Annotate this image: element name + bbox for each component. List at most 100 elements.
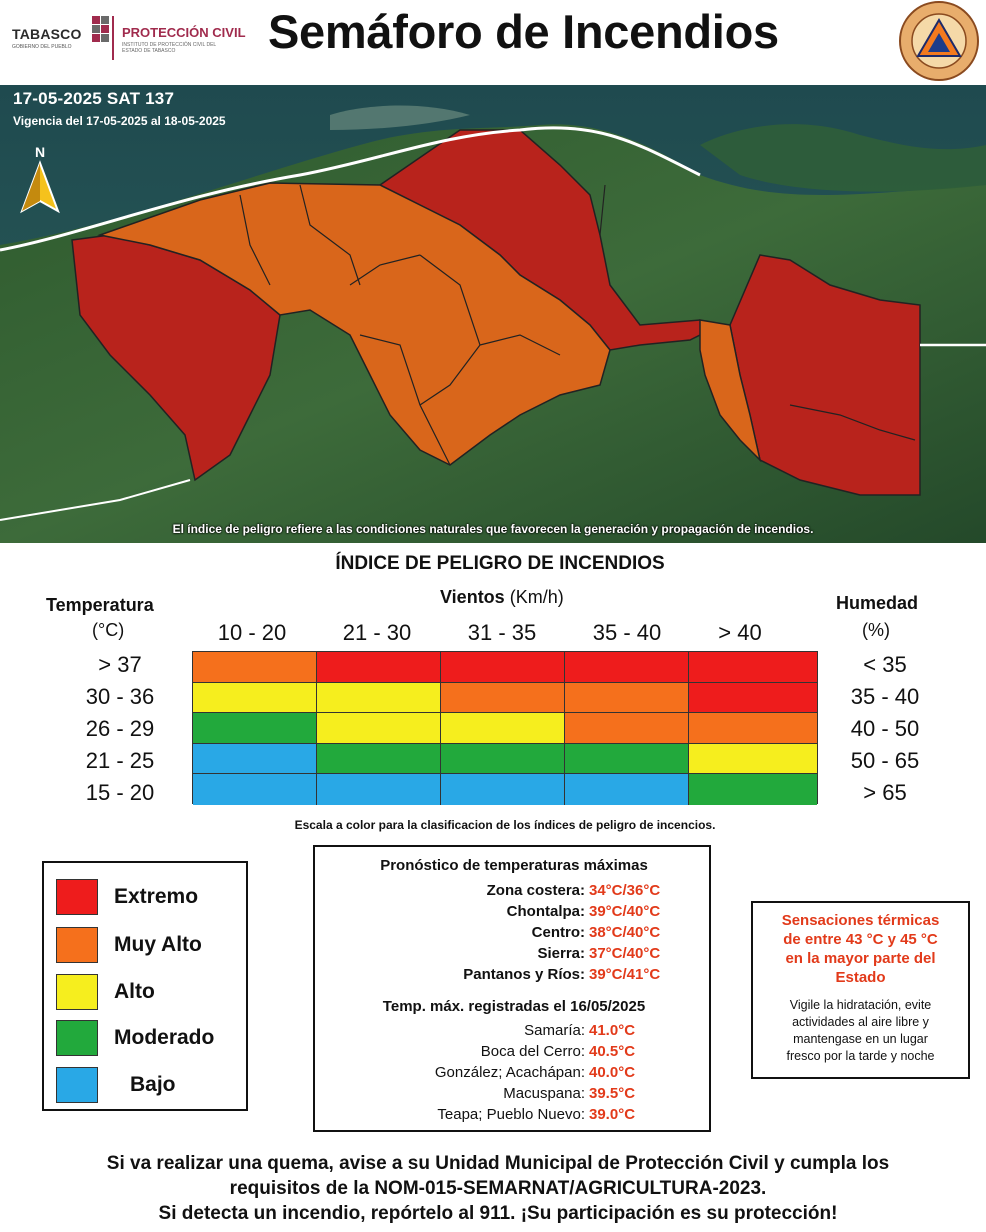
risk-cell-muy-alto — [193, 652, 317, 683]
index-title: ÍNDICE DE PELIGRO DE INCENDIOS — [335, 553, 665, 574]
heat-sensation-box: Sensaciones térmicas de entre 43 °C y 45… — [751, 901, 970, 1079]
footer-line: Si detecta un incendio, repórtelo al 911… — [158, 1203, 838, 1224]
forecast-zone-row: Centro: 38°C/40°C — [315, 924, 713, 944]
legend-item-moderado: Moderado — [56, 1020, 246, 1060]
proteccion-civil-logo: PROTECCIÓN CIVIL INSTITUTO DE PROTECCIÓN… — [112, 16, 272, 60]
risk-cell-moderado — [565, 743, 689, 775]
sensation-title: Sensaciones térmicas de entre 43 °C y 45… — [753, 911, 968, 987]
sensation-advice-line: Vigile la hidratación, evite — [789, 998, 932, 1012]
risk-cell-muy-alto — [565, 682, 689, 714]
humidity-range: > 65 — [863, 780, 907, 805]
pc-logo-subtitle: INSTITUTO DE PROTECCIÓN CIVIL DEL ESTADO… — [122, 42, 216, 54]
wind-unit: (Km/h) — [509, 587, 564, 607]
risk-cell-moderado — [317, 743, 441, 775]
legend-swatch — [56, 927, 98, 963]
recorded-row: Macuspana: 39.5°C — [315, 1085, 713, 1105]
temperature-label: Temperatura — [46, 595, 154, 615]
legend-item-extremo: Extremo — [56, 879, 246, 919]
fire-risk-map: 17-05-2025 SAT 137 Vigencia del 17-05-20… — [0, 85, 986, 543]
wind-label: Vientos (Km/h) — [440, 587, 564, 608]
temperature-range: 30 - 36 — [85, 684, 155, 709]
north-label: N — [35, 144, 45, 160]
risk-cell-extremo — [441, 652, 565, 683]
recorded-row: Samaría: 41.0°C — [315, 1022, 713, 1042]
risk-cell-extremo — [689, 652, 817, 683]
risk-cell-bajo — [193, 743, 317, 775]
sensation-title-line: en la mayor parte del — [785, 950, 936, 967]
risk-cell-bajo — [193, 774, 317, 805]
recorded-row: González; Acachápan: 40.0°C — [315, 1064, 713, 1084]
forecast-zone-value: 39°C/41°C — [589, 966, 661, 983]
risk-cell-muy-alto — [689, 713, 817, 744]
legend-swatch — [56, 1020, 98, 1056]
legend-item-muy-alto: Muy Alto — [56, 927, 246, 967]
forecast-zone-name: Chontalpa: — [506, 903, 585, 920]
risk-cell-bajo — [317, 774, 441, 805]
legend-label: Muy Alto — [114, 933, 202, 956]
humidity-range: 50 - 65 — [850, 748, 920, 773]
forecast-zone-row: Sierra: 37°C/40°C — [315, 945, 713, 965]
recorded-station: Samaría: — [524, 1022, 585, 1039]
temperature-range: 21 - 25 — [85, 748, 155, 773]
legend-item-alto: Alto — [56, 974, 246, 1014]
recorded-station: Boca del Cerro: — [480, 1043, 585, 1060]
temperature-range: 15 - 20 — [85, 780, 155, 805]
forecast-zone-value: 38°C/40°C — [589, 924, 661, 941]
tabasco-government-logo: TABASCO GOBIERNO DEL PUEBLO — [12, 14, 112, 54]
risk-cell-bajo — [441, 774, 565, 805]
pc-logo-text: PROTECCIÓN CIVIL — [122, 25, 246, 40]
forecast-zone-name: Sierra: — [537, 945, 585, 962]
footer-notice: Si va realizar una quema, avise a su Uni… — [0, 1151, 986, 1226]
wind-range-header: > 40 — [718, 620, 762, 645]
legend-label: Extremo — [114, 885, 199, 908]
sensation-advice-line: actividades al aire libre y — [792, 1015, 929, 1029]
wind-label-text: Vientos — [440, 587, 505, 607]
humidity-label: Humedad — [836, 593, 919, 613]
forecast-zone-row: Chontalpa: 39°C/40°C — [315, 903, 713, 923]
forecast-title: Pronóstico de temperaturas máximas — [380, 857, 648, 874]
north-arrow-icon: N — [20, 144, 60, 214]
risk-cell-alto — [441, 713, 565, 744]
risk-cell-moderado — [441, 743, 565, 775]
risk-cell-alto — [317, 713, 441, 744]
forecast-zone-row: Pantanos y Ríos: 39°C/41°C — [315, 966, 713, 986]
forecast-zone-name: Zona costera: — [486, 882, 585, 899]
risk-cell-alto — [193, 682, 317, 714]
tabasco-logo-subtitle: GOBIERNO DEL PUEBLO — [12, 44, 72, 50]
wind-range-header: 31 - 35 — [467, 620, 537, 645]
validity-period: Vigencia del 17-05-2025 al 18-05-2025 — [13, 114, 226, 128]
bulletin-date: 17-05-2025 SAT 137 — [13, 89, 175, 108]
risk-cell-extremo — [317, 652, 441, 683]
risk-cell-extremo — [565, 652, 689, 683]
risk-cell-bajo — [565, 774, 689, 805]
forecast-zone-value: 37°C/40°C — [589, 945, 661, 962]
recorded-value: 39.0°C — [589, 1106, 636, 1123]
risk-cell-muy-alto — [565, 713, 689, 744]
recorded-row: Boca del Cerro: 40.5°C — [315, 1043, 713, 1063]
forecast-zone-value: 39°C/40°C — [589, 903, 661, 920]
humidity-range: 35 - 40 — [850, 684, 920, 709]
risk-cell-alto — [689, 743, 817, 775]
wind-range-header: 10 - 20 — [217, 620, 287, 645]
recorded-value: 41.0°C — [589, 1022, 636, 1039]
legend-label: Moderado — [114, 1026, 215, 1049]
recorded-station: Teapa; Pueblo Nuevo: — [437, 1106, 585, 1123]
recorded-title: Temp. máx. registradas el 16/05/2025 — [382, 998, 646, 1015]
proteccion-civil-seal-icon — [899, 1, 979, 81]
legend-swatch — [56, 1067, 98, 1103]
satellite-map-image — [0, 85, 986, 543]
forecast-zone-name: Pantanos y Ríos: — [463, 966, 585, 983]
header: TABASCO GOBIERNO DEL PUEBLO PROTECCIÓN C… — [0, 0, 986, 85]
humidity-range: < 35 — [863, 652, 907, 677]
forecast-zone-name: Centro: — [531, 924, 585, 941]
recorded-station: Macuspana: — [503, 1085, 585, 1102]
footer-line: Si va realizar una quema, avise a su Uni… — [106, 1153, 890, 1174]
risk-cell-moderado — [193, 713, 317, 744]
forecast-zone-row: Zona costera: 34°C/36°C — [315, 882, 713, 902]
map-caption: El índice de peligro refiere a las condi… — [172, 522, 814, 536]
risk-cell-alto — [317, 682, 441, 714]
sensation-title-line: Sensaciones térmicas — [781, 912, 940, 929]
sensation-title-line: de entre 43 °C y 45 °C — [783, 931, 938, 948]
temperature-unit: (°C) — [92, 620, 125, 640]
legend-label: Bajo — [130, 1073, 176, 1096]
